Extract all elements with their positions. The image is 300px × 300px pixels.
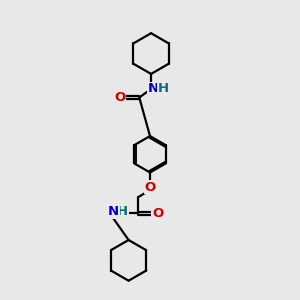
Text: H: H [157, 82, 168, 95]
Text: N: N [148, 82, 159, 95]
Text: O: O [152, 207, 163, 220]
Text: O: O [144, 181, 156, 194]
Text: O: O [114, 91, 126, 104]
Text: N: N [108, 205, 119, 218]
Text: H: H [117, 205, 128, 218]
